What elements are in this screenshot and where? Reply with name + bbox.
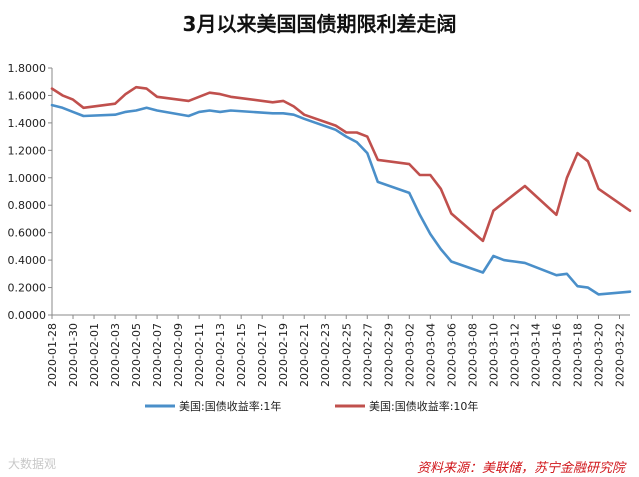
y-tick-label: 0.4000 (8, 254, 47, 267)
series-line-2 (50, 85, 632, 243)
y-tick-labels: 0.0000 0.2000 0.4000 0.6000 0.8000 1.0000 1.20… (8, 62, 52, 322)
y-tick-label: 0.0000 (8, 309, 47, 322)
y-tick-label: 0.2000 (8, 282, 47, 295)
x-tick-label: 2020-02-15 (235, 323, 248, 387)
x-tick-label: 2020-03-22 (613, 323, 626, 387)
x-tick-label: 2020-03-16 (550, 323, 563, 387)
x-tick-label: 2020-03-18 (571, 323, 584, 387)
y-tick-label: 0.6000 (8, 227, 47, 240)
x-tick-label: 2020-02-21 (298, 323, 311, 387)
x-tick-label: 2020-02-09 (172, 323, 185, 387)
x-tick-label: 2020-02-03 (109, 323, 122, 387)
chart-title: 3月以来美国国债期限利差走阔 (182, 12, 457, 36)
x-tick-label: 2020-03-14 (529, 323, 542, 387)
x-tick-label: 2020-02-01 (88, 323, 101, 387)
x-tick-label: 2020-03-04 (424, 323, 437, 387)
x-tick-label: 2020-02-11 (193, 323, 206, 387)
y-tick-label: 1.2000 (8, 144, 47, 157)
x-tick-label: 2020-02-17 (256, 323, 269, 387)
watermark: 大数据观 (8, 457, 57, 471)
legend-label-1: 美国:国债收益率:1年 (179, 399, 281, 413)
y-tick-label: 0.8000 (8, 199, 47, 212)
x-tick-label: 2020-01-28 (46, 323, 59, 387)
x-tick-label: 2020-02-05 (130, 323, 143, 387)
y-tick-label: 1.4000 (8, 117, 47, 130)
x-tick-label: 2020-02-23 (319, 323, 332, 387)
y-tick-label: 1.8000 (8, 62, 47, 75)
x-tick-label: 2020-03-12 (508, 323, 521, 387)
x-tick-labels: 2020-01-28 2020-01-30 2020-02-01 2020-02-03… (46, 315, 626, 387)
x-tick-label: 2020-01-30 (67, 323, 80, 387)
x-tick-label: 2020-02-13 (214, 323, 227, 387)
series-lines (50, 85, 632, 296)
x-tick-label: 2020-03-20 (592, 323, 605, 387)
x-tick-label: 2020-03-02 (403, 323, 416, 387)
y-tick-label: 1.6000 (8, 89, 47, 102)
x-tick-label: 2020-02-29 (382, 323, 395, 387)
x-tick-label: 2020-03-06 (445, 323, 458, 387)
x-tick-label: 2020-03-10 (487, 323, 500, 387)
series-line-1 (50, 103, 632, 296)
x-tick-label: 2020-02-19 (277, 323, 290, 387)
legend: 美国:国债收益率:1年 美国:国债收益率:10年 (145, 399, 478, 413)
x-tick-label: 2020-03-08 (466, 323, 479, 387)
source-note: 资料来源：美联储，苏宁金融研究院 (416, 461, 625, 476)
x-tick-label: 2020-02-07 (151, 323, 164, 387)
x-tick-label: 2020-02-25 (340, 323, 353, 387)
x-tick-label: 2020-02-27 (361, 323, 374, 387)
y-tick-label: 1.0000 (8, 172, 47, 185)
legend-label-2: 美国:国债收益率:10年 (369, 399, 478, 413)
axes (51, 68, 630, 316)
